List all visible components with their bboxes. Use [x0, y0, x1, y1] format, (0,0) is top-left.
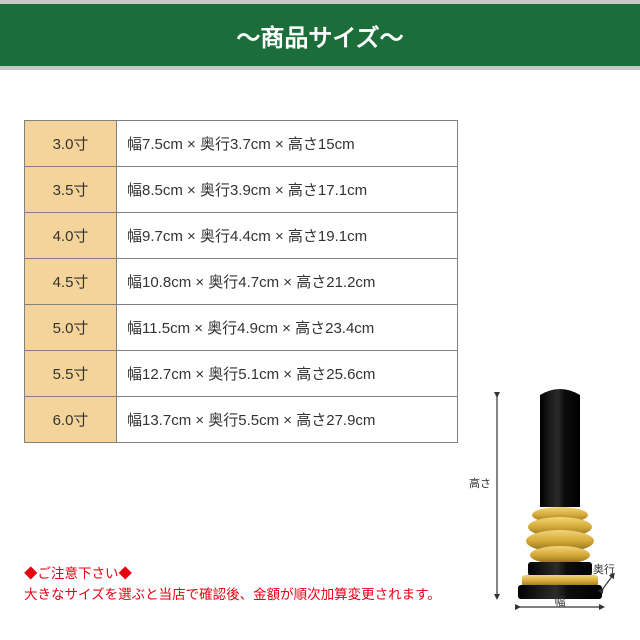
notice-block: ◆ご注意下さい◆ 大きなサイズを選ぶと当店で確認後、金額が順次加算変更されます。: [24, 563, 441, 606]
height-label: 高さ: [469, 476, 491, 490]
width-label: 幅: [555, 595, 566, 608]
size-cell: 5.0寸: [25, 305, 117, 351]
size-cell: 4.0寸: [25, 213, 117, 259]
width-dimension: 幅: [518, 595, 602, 608]
dim-cell: 幅11.5cm × 奥行4.9cm × 高さ23.4cm: [117, 305, 458, 351]
dim-cell: 幅7.5cm × 奥行3.7cm × 高さ15cm: [117, 121, 458, 167]
header-banner: 〜商品サイズ〜: [0, 0, 640, 70]
notice-line2: 大きなサイズを選ぶと当店で確認後、金額が順次加算変更されます。: [24, 584, 441, 606]
dim-cell: 幅8.5cm × 奥行3.9cm × 高さ17.1cm: [117, 167, 458, 213]
depth-dimension: 奥行: [593, 562, 615, 590]
table-row: 3.0寸 幅7.5cm × 奥行3.7cm × 高さ15cm: [25, 121, 458, 167]
size-cell: 6.0寸: [25, 397, 117, 443]
dim-cell: 幅12.7cm × 奥行5.1cm × 高さ25.6cm: [117, 351, 458, 397]
header-title: 〜商品サイズ〜: [236, 18, 403, 53]
size-cell: 3.0寸: [25, 121, 117, 167]
notice-line1: ◆ご注意下さい◆: [24, 563, 441, 585]
table-row: 5.5寸 幅12.7cm × 奥行5.1cm × 高さ25.6cm: [25, 351, 458, 397]
size-table-container: 3.0寸 幅7.5cm × 奥行3.7cm × 高さ15cm 3.5寸 幅8.5…: [0, 120, 640, 443]
dim-cell: 幅10.8cm × 奥行4.7cm × 高さ21.2cm: [117, 259, 458, 305]
dim-cell: 幅13.7cm × 奥行5.5cm × 高さ27.9cm: [117, 397, 458, 443]
size-cell: 5.5寸: [25, 351, 117, 397]
dim-cell: 幅9.7cm × 奥行4.4cm × 高さ19.1cm: [117, 213, 458, 259]
table-row: 5.0寸 幅11.5cm × 奥行4.9cm × 高さ23.4cm: [25, 305, 458, 351]
depth-label: 奥行: [593, 562, 615, 576]
table-row: 4.0寸 幅9.7cm × 奥行4.4cm × 高さ19.1cm: [25, 213, 458, 259]
table-row: 4.5寸 幅10.8cm × 奥行4.7cm × 高さ21.2cm: [25, 259, 458, 305]
table-row: 6.0寸 幅13.7cm × 奥行5.5cm × 高さ27.9cm: [25, 397, 458, 443]
table-row: 3.5寸 幅8.5cm × 奥行3.9cm × 高さ17.1cm: [25, 167, 458, 213]
size-cell: 4.5寸: [25, 259, 117, 305]
size-table: 3.0寸 幅7.5cm × 奥行3.7cm × 高さ15cm 3.5寸 幅8.5…: [24, 120, 458, 443]
size-cell: 3.5寸: [25, 167, 117, 213]
